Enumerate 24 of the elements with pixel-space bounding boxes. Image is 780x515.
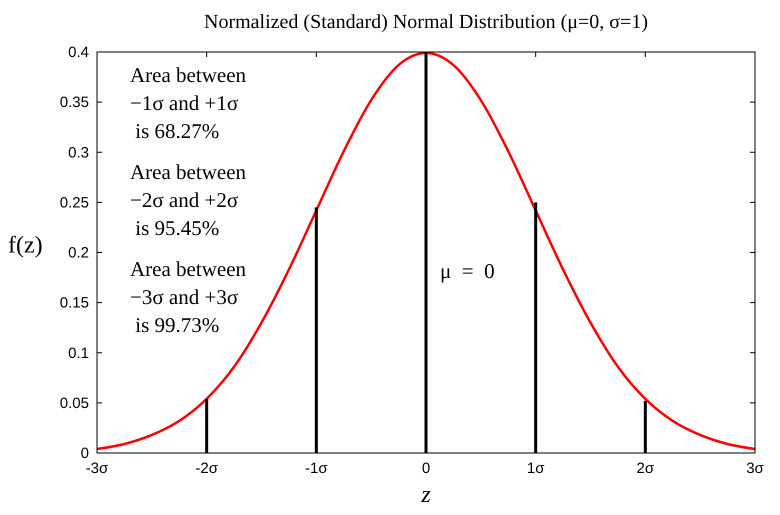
y-tick-label: 0.15 [60, 294, 89, 312]
line-series [97, 52, 755, 450]
x-tick-label: 1σ [526, 460, 546, 477]
y-tick-label: 0.1 [68, 344, 89, 362]
x-tick-label: -1σ [305, 460, 328, 477]
x-axis-title: z [420, 482, 432, 508]
y-tick-label: 0.4 [68, 44, 89, 61]
y-axis-title: f(z) [8, 232, 43, 258]
y-tick-label: 0.25 [60, 194, 89, 212]
x-tick-label: -2σ [195, 460, 219, 477]
x-tick-label: 3σ [746, 460, 765, 477]
annotation: Area between −2σ and +2σ is 95.45% [130, 160, 247, 240]
y-tick-label: 0.35 [60, 94, 89, 112]
chart-title: Normalized (Standard) Normal Distribution (μ=0, σ=1) [204, 11, 648, 33]
annotation: Area between −1σ and +1σ is 68.27% [130, 63, 247, 143]
y-tick-label: 0.2 [68, 244, 89, 262]
y-tick-label: 0.05 [60, 394, 89, 412]
x-tick-label: -3σ [86, 460, 110, 477]
y-tick-label: 0.3 [68, 144, 89, 162]
y-tick-label: 0 [80, 445, 89, 462]
annotation: μ = 0 [440, 259, 495, 283]
annotation: Area between −3σ and +3σ is 99.73% [130, 257, 247, 337]
x-tick-label: 0 [422, 460, 430, 477]
x-tick-label: 2σ [636, 460, 655, 477]
